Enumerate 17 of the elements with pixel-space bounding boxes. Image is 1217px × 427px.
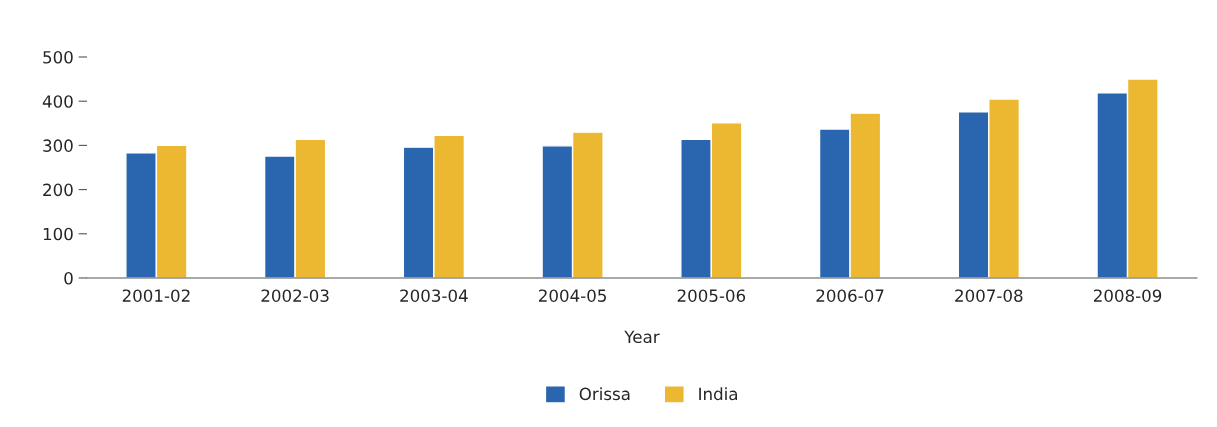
x-tick-label: 2004-05 (539, 289, 606, 302)
x-axis-title: Year (624, 330, 660, 344)
y-tick-label: 400 (42, 95, 73, 108)
y-tick-label: 300 (43, 139, 73, 152)
legend-label: India (699, 387, 737, 401)
y-tick-label: 200 (43, 183, 73, 197)
y-tick-label: 100 (43, 227, 73, 241)
x-tick-label: 2001-02 (122, 289, 190, 302)
x-tick-label: 2006-07 (816, 289, 884, 302)
y-tick-label: 0 (64, 271, 73, 285)
x-tick-label: 2002-03 (261, 289, 329, 302)
y-tick-label: 500 (43, 50, 73, 64)
x-tick-label: 2008-09 (1093, 289, 1162, 302)
x-tick-label: 2003-04 (400, 289, 468, 302)
x-tick-label: 2005-06 (677, 289, 746, 302)
x-tick-label: 2007-08 (955, 289, 1023, 302)
legend-label: Orissa (579, 387, 630, 401)
